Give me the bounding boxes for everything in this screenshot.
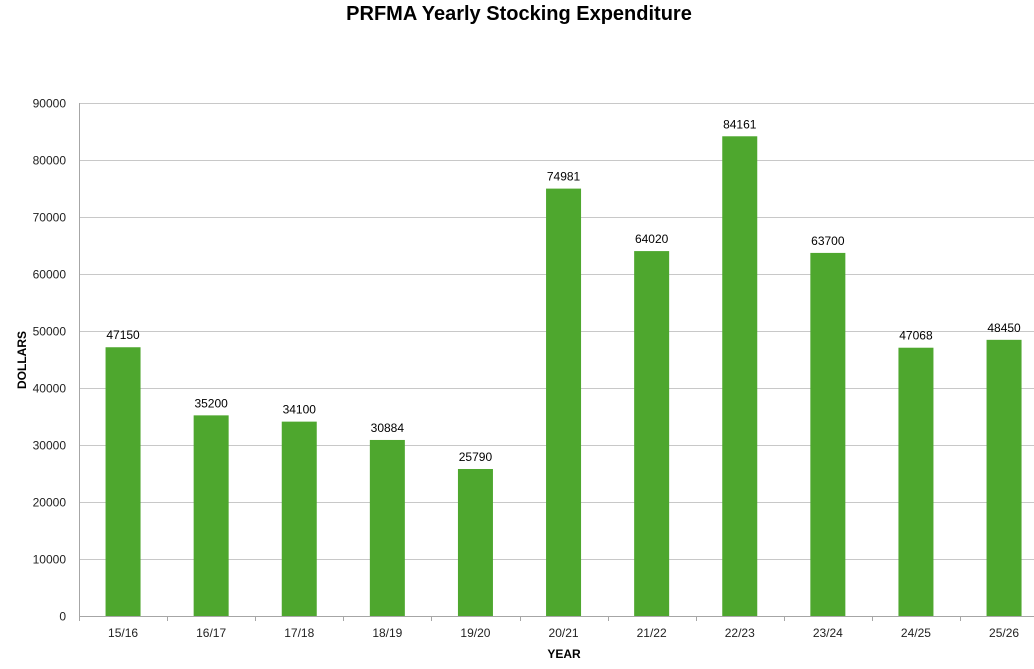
x-tick-label: 18/19 — [372, 626, 402, 640]
bar-19-20 — [457, 468, 493, 616]
x-axis-tick-labels: 15/16 16/17 17/18 18/19 19/20 20/21 21/22 22/23… — [108, 626, 1019, 640]
y-tick-label: 60000 — [33, 268, 67, 282]
bar-16-17 — [193, 415, 229, 616]
y-axis-title: DOLLARS — [15, 331, 29, 389]
bar-22-23 — [722, 136, 758, 617]
data-label: 25790 — [459, 450, 493, 464]
x-tick-label: 16/17 — [196, 626, 226, 640]
x-tick-label: 19/20 — [460, 626, 490, 640]
bar-24-25 — [898, 347, 934, 616]
x-tick-label: 15/16 — [108, 626, 138, 640]
bar-21-22 — [634, 251, 670, 616]
bar-25-26 — [986, 339, 1022, 616]
data-label: 48450 — [987, 321, 1021, 335]
x-tick-label: 23/24 — [813, 626, 843, 640]
x-tick-label: 22/23 — [725, 626, 755, 640]
data-label: 30884 — [371, 421, 405, 435]
x-tick-label: 24/25 — [901, 626, 931, 640]
x-tick-label: 21/22 — [637, 626, 667, 640]
y-tick-label: 10000 — [33, 553, 67, 567]
data-label: 35200 — [194, 396, 228, 410]
y-tick-label: 20000 — [33, 496, 67, 510]
bar-20-21 — [546, 188, 582, 616]
bars — [105, 136, 1022, 617]
x-tick-label: 17/18 — [284, 626, 314, 640]
bar-17-18 — [281, 421, 317, 616]
x-tick-label: 20/21 — [549, 626, 579, 640]
data-label: 74981 — [547, 170, 581, 184]
chart-title: PRFMA Yearly Stocking Expenditure — [346, 3, 692, 25]
y-tick-label: 30000 — [33, 439, 67, 453]
data-label: 63700 — [811, 234, 845, 248]
y-tick-label: 80000 — [33, 154, 67, 168]
y-tick-label: 70000 — [33, 211, 67, 225]
bar-18-19 — [369, 439, 405, 616]
x-axis-title: YEAR — [547, 647, 581, 661]
y-tick-label: 40000 — [33, 382, 67, 396]
bar-15-16 — [105, 347, 141, 616]
x-tick-label: 25/26 — [989, 626, 1019, 640]
bar-23-24 — [810, 252, 846, 616]
y-axis-tick-labels: 0 10000 20000 30000 40000 50000 60000 70000 8000… — [33, 97, 67, 624]
y-tick-label: 90000 — [33, 97, 67, 111]
data-labels: 47150 35200 34100 30884 25790 74981 64020 84161… — [106, 117, 1021, 464]
data-label: 47068 — [899, 329, 933, 343]
data-label: 64020 — [635, 232, 669, 246]
data-label: 84161 — [723, 117, 757, 131]
data-label: 47150 — [106, 328, 140, 342]
y-tick-label: 0 — [59, 610, 66, 624]
data-label: 34100 — [283, 403, 317, 417]
y-tick-label: 50000 — [33, 325, 67, 339]
